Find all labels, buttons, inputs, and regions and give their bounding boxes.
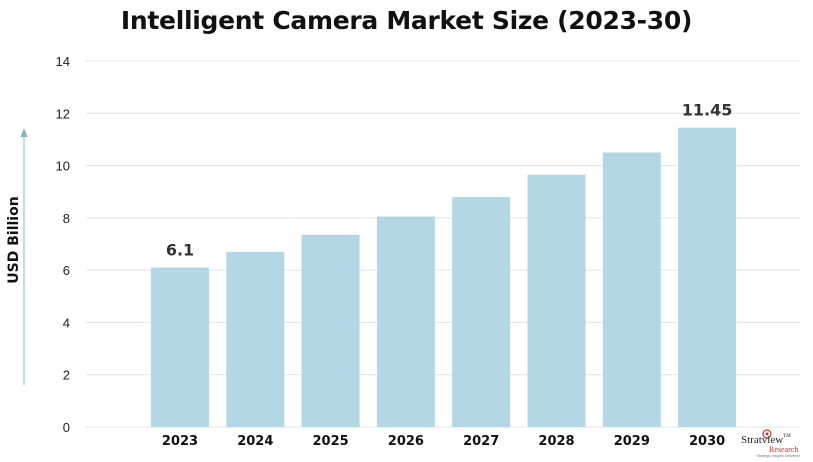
x-tick-label: 2029 xyxy=(614,434,650,449)
bar-2027 xyxy=(452,196,511,427)
logo-name: Stratview xyxy=(741,434,784,446)
logo-tm: TM xyxy=(783,434,791,439)
x-tick-label: 2030 xyxy=(689,434,725,449)
x-tick-label: 2026 xyxy=(388,434,424,449)
y-tick-label: 6 xyxy=(63,263,70,278)
y-axis-ticks: 0 2 4 6 8 10 12 14 xyxy=(56,54,70,435)
stratview-logo: StratviewTM Research Strategic Insights … xyxy=(735,429,807,460)
bar-2024 xyxy=(226,251,285,427)
y-tick-label: 12 xyxy=(56,106,70,121)
logo-sub: Research xyxy=(769,445,799,454)
y-axis-label: USD Billion xyxy=(6,196,22,283)
x-tick-label: 2025 xyxy=(313,434,349,449)
y-tick-label: 10 xyxy=(56,159,70,174)
y-tick-label: 0 xyxy=(63,420,70,435)
logo-target-icon xyxy=(762,429,772,439)
x-tick-label: 2024 xyxy=(237,434,273,449)
data-label: 11.45 xyxy=(682,101,733,120)
bar-2030 xyxy=(678,127,737,428)
bar-2026 xyxy=(376,216,435,427)
x-tick-label: 2027 xyxy=(463,434,499,449)
chart-title: Intelligent Camera Market Size (2023-30) xyxy=(120,6,693,35)
y-axis-arrow xyxy=(20,128,28,385)
x-tick-label: 2023 xyxy=(162,434,198,449)
data-labels: 6.1 11.45 xyxy=(166,101,733,260)
bar-2023 xyxy=(151,267,209,427)
data-label: 6.1 xyxy=(166,241,194,260)
bar-2029 xyxy=(602,152,661,427)
y-tick-label: 2 xyxy=(63,368,70,383)
x-tick-label: 2028 xyxy=(538,434,574,449)
bar-2025 xyxy=(301,234,360,427)
x-axis-ticks: 2023 2024 2025 2026 2027 2028 2029 2030 xyxy=(162,434,725,449)
y-tick-label: 4 xyxy=(63,315,70,330)
y-tick-label: 8 xyxy=(63,211,70,226)
logo-tagline: Strategic Insights Delivered xyxy=(757,454,800,458)
bar-2028 xyxy=(527,174,586,427)
bars xyxy=(151,127,737,428)
y-tick-label: 14 xyxy=(56,54,70,69)
